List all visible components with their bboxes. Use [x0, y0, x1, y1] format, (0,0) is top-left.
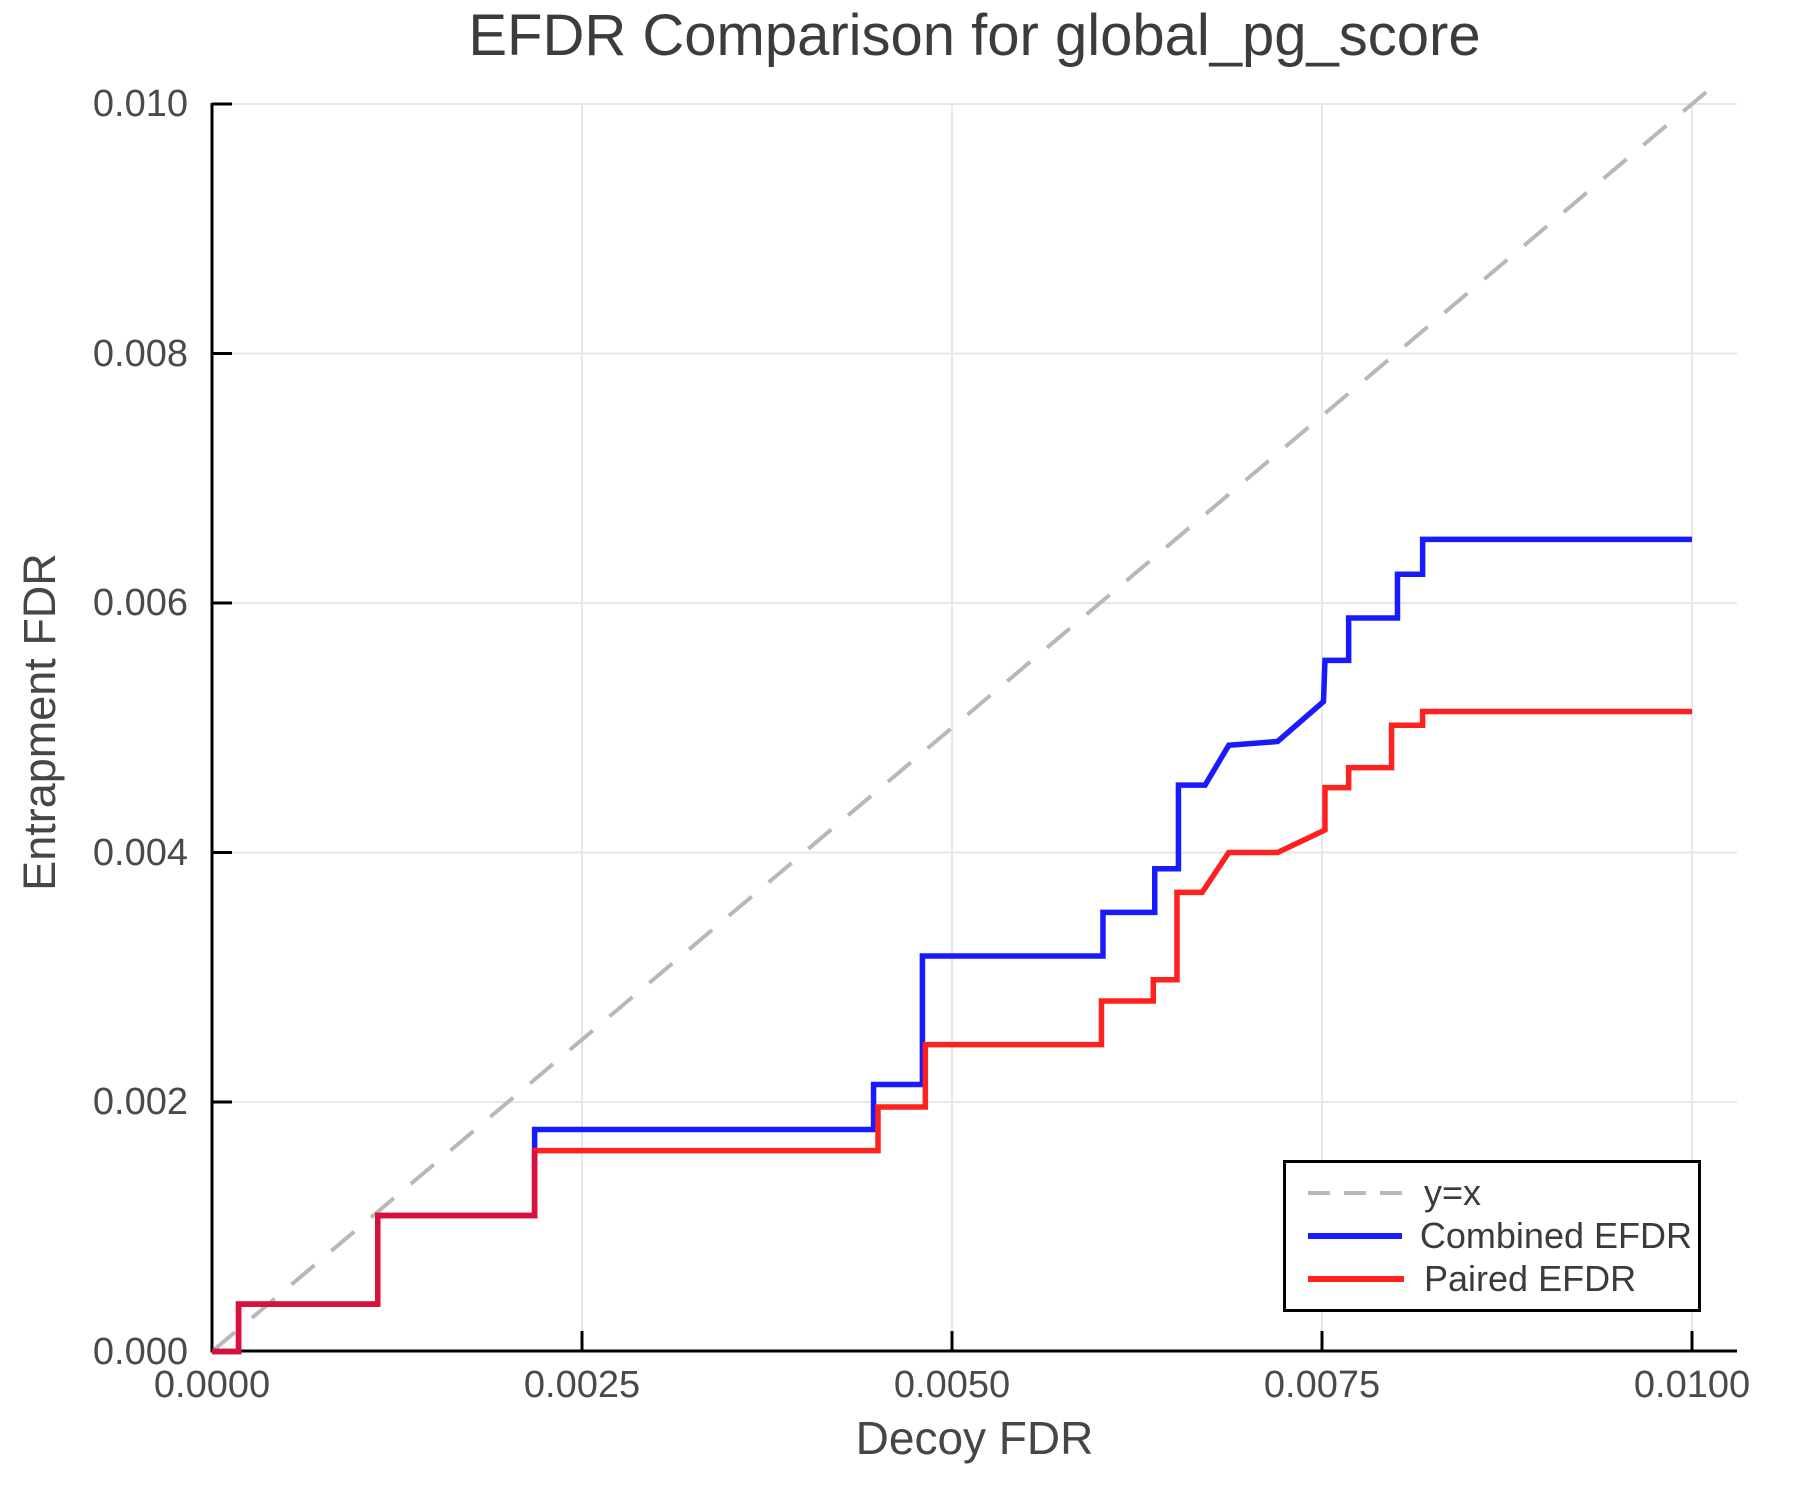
legend-item: Paired EFDR — [1306, 1260, 1692, 1298]
x-axis-label: Decoy FDR — [855, 1412, 1094, 1464]
x-tick-label: 0.0100 — [1633, 1364, 1751, 1406]
legend-item-label: y=x — [1424, 1171, 1482, 1213]
legend-item-label: Paired EFDR — [1424, 1258, 1637, 1300]
y-tick-label: 0.004 — [92, 831, 188, 874]
x-tick-label: 0.0050 — [893, 1364, 1011, 1406]
x-tick-label: 0.0075 — [1263, 1364, 1381, 1406]
identity-line — [210, 87, 1712, 1354]
y-tick-label: 0.002 — [92, 1081, 188, 1123]
legend: y=x Combined EFDR Paired EFDR — [1283, 1160, 1701, 1312]
y-tick-label: 0.008 — [92, 332, 188, 375]
y-tick-label: 0.000 — [92, 1330, 188, 1373]
legend-item-label: Combined EFDR — [1419, 1214, 1692, 1256]
y-tick-label: 0.010 — [92, 83, 188, 125]
x-tick-label: 0.0025 — [523, 1364, 641, 1406]
legend-item: y=x — [1306, 1171, 1692, 1213]
legend-line-sample — [1308, 1232, 1402, 1239]
chart-title: EFDR Comparison for global_pg_score — [468, 3, 1481, 68]
y-tick-label: 0.006 — [92, 582, 188, 624]
legend-line-sample — [1308, 1276, 1404, 1283]
legend-item: Combined EFDR — [1306, 1214, 1692, 1256]
x-tick-label: 0.0000 — [153, 1364, 271, 1406]
overlap-line — [212, 1150, 538, 1355]
legend-line-sample — [1308, 1190, 1404, 1195]
